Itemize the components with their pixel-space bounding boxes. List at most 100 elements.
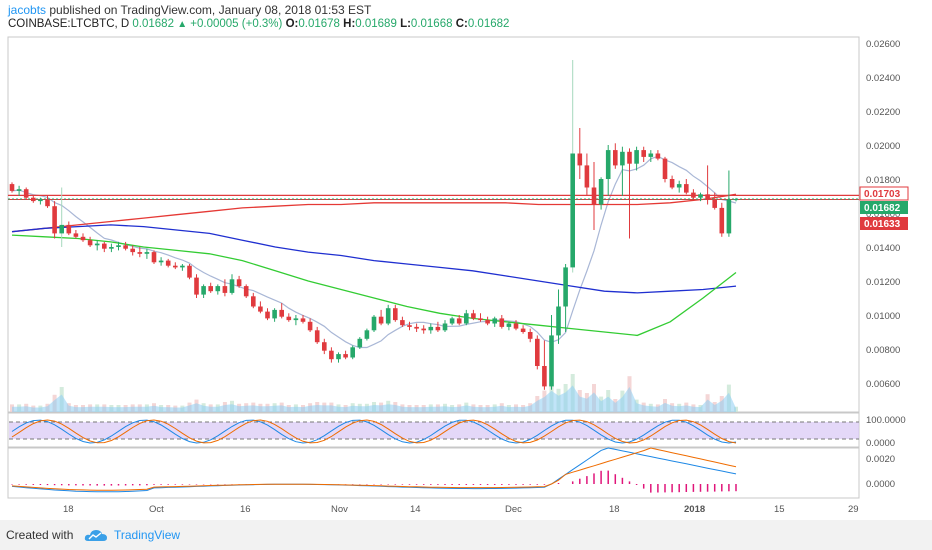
price-tick: 0.02000 <box>866 141 900 152</box>
time-tick: 2018 <box>684 504 705 515</box>
last-price-label: 0.01682 <box>864 203 901 214</box>
price-tick: 0.01600 <box>866 209 900 220</box>
tradingview-link[interactable]: TradingView <box>114 528 181 542</box>
author-link[interactable]: jacobts <box>8 3 47 17</box>
candle-body <box>449 318 455 324</box>
level-label-box <box>860 217 908 230</box>
candle-body <box>435 326 441 331</box>
candle-body <box>130 248 135 253</box>
stoch-d-line <box>11 419 737 444</box>
candle-body <box>187 265 192 278</box>
tradingview-cloud-icon <box>84 530 107 541</box>
candle-body <box>655 153 661 159</box>
candle-body <box>222 286 228 293</box>
high-value: 0.01689 <box>355 18 397 30</box>
candle-body <box>712 199 717 208</box>
candle-body <box>613 150 618 166</box>
candle-body <box>733 199 739 201</box>
up-arrow-icon: ▲ <box>177 19 188 30</box>
candle-body <box>314 330 320 343</box>
candle-body <box>634 150 639 164</box>
candle-body <box>336 354 341 360</box>
level-label-box <box>859 186 909 201</box>
price-axis[interactable]: 0.02600 0.02400 0.02200 0.02000 0.01800 … <box>866 39 900 390</box>
last-price: 0.01682 <box>132 18 174 30</box>
candle-body <box>116 245 121 247</box>
price-chart[interactable]: 0.02600 0.02400 0.02200 0.02000 0.01800 … <box>0 0 932 520</box>
candle-body <box>329 350 334 360</box>
candle-body <box>123 245 128 249</box>
sma-red-line <box>11 193 737 233</box>
candle-body <box>300 318 306 322</box>
candle-body <box>144 252 150 254</box>
price-tick: 0.01400 <box>866 243 900 254</box>
stoch-tick: 0.0000 <box>866 438 895 449</box>
footer-bar: Created with TradingView <box>0 520 932 550</box>
candle-body <box>31 197 36 202</box>
candle-body <box>357 338 363 348</box>
sma-blue-line <box>11 224 737 294</box>
stoch-rsi-indicator <box>9 419 859 444</box>
candle-body <box>669 179 675 188</box>
price-tick: 0.01800 <box>866 175 900 186</box>
candle-body <box>691 192 696 198</box>
candle-body <box>407 325 412 327</box>
candle-body <box>80 236 86 241</box>
candle-body <box>648 153 654 157</box>
candle-body <box>293 318 299 321</box>
stoch-tick: 100.0000 <box>866 415 906 426</box>
candle-body <box>87 240 93 246</box>
candle-body <box>570 153 575 268</box>
candle-body <box>38 199 43 202</box>
volume-ma-area <box>12 385 736 412</box>
price-tick: 0.02200 <box>866 107 900 118</box>
candle-body <box>59 224 64 234</box>
change-value: +0.00005 (+0.3%) <box>190 18 283 30</box>
candle-body <box>421 328 426 331</box>
time-tick: 29 <box>848 504 859 515</box>
candle-body <box>535 338 540 366</box>
candle-body <box>556 306 561 336</box>
macd-indicator <box>11 447 737 493</box>
candle-body <box>442 323 448 331</box>
published-text: published on TradingView.com, January 08… <box>46 3 372 17</box>
candle-body <box>684 184 689 193</box>
candle-body <box>137 252 143 254</box>
candle-body <box>513 323 519 329</box>
candle-body <box>236 279 242 287</box>
candle-body <box>350 347 355 358</box>
time-tick: 14 <box>410 504 421 515</box>
close-value: 0.01682 <box>467 18 510 30</box>
candle-body <box>364 330 370 339</box>
price-pane-frame <box>7 36 860 413</box>
candle-body <box>492 318 497 324</box>
time-tick: Dec <box>505 504 522 515</box>
candle-body <box>251 296 256 307</box>
candle-body <box>428 326 434 331</box>
candle-body <box>627 151 632 164</box>
candle-body <box>499 318 505 327</box>
high-label: H: <box>343 18 356 30</box>
candle-body <box>23 189 29 198</box>
macd-pane-frame <box>7 447 860 499</box>
candle-body <box>258 306 263 312</box>
candle-body <box>478 318 483 321</box>
candle-body <box>180 265 185 268</box>
time-axis[interactable]: 18 Oct 16 Nov 14 Dec 18 2018 15 29 <box>63 504 859 515</box>
candle-body <box>151 252 157 263</box>
level-label: 0.01633 <box>864 219 901 230</box>
close-label: C: <box>455 18 468 30</box>
candle-body <box>719 207 725 234</box>
candle-body <box>45 199 50 207</box>
candle-body <box>506 323 512 327</box>
candle-body <box>620 151 625 166</box>
stoch-band <box>9 422 859 439</box>
low-value: 0.01668 <box>410 18 453 30</box>
candle-body <box>378 316 384 324</box>
candle-body <box>201 286 206 295</box>
candle-body <box>414 326 419 329</box>
candle-body <box>102 243 107 249</box>
candle-body <box>641 150 646 157</box>
candle-body <box>726 199 732 234</box>
macd-tick: 0.0000 <box>866 479 895 490</box>
